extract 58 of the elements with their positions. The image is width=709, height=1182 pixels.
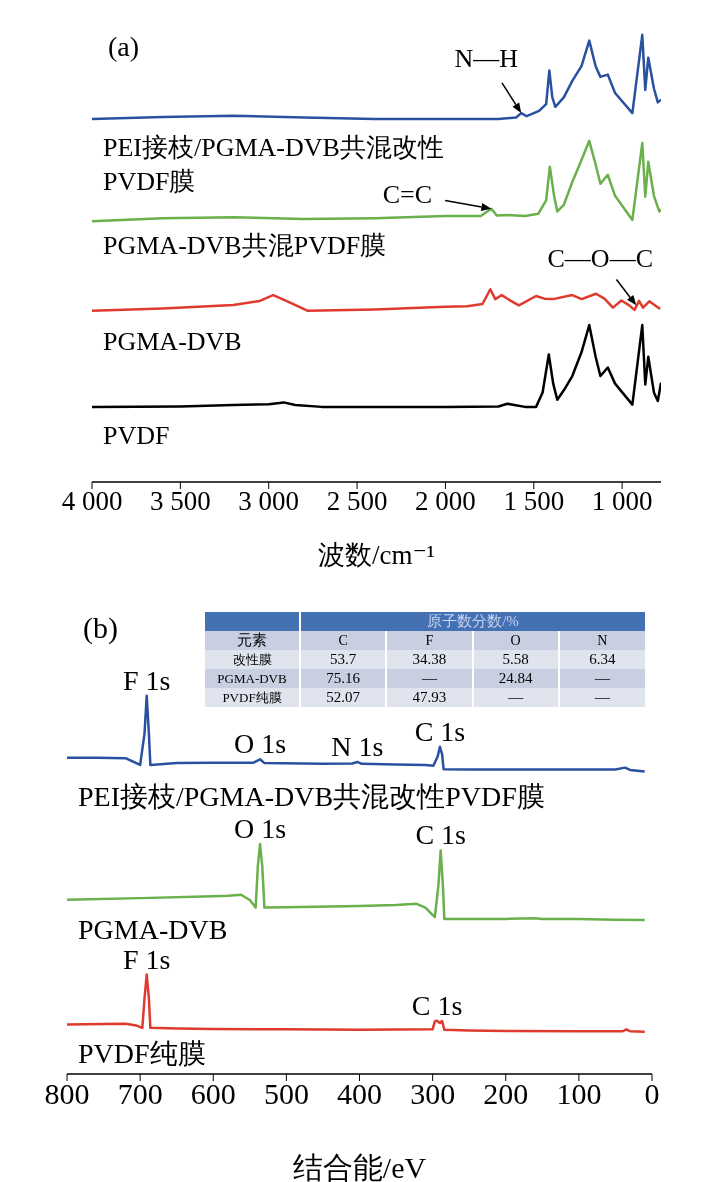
x-tick-label: 3 500: [149, 486, 211, 517]
x-tick-label: 200: [483, 1077, 529, 1111]
x-tick-label: 0: [644, 1077, 660, 1111]
annotation: O 1s: [233, 813, 287, 845]
series-label: PVDF: [103, 419, 171, 452]
series-label: PGMA-DVB: [78, 913, 229, 945]
x-tick-label: 3 000: [238, 486, 300, 517]
chart-title: (b): [83, 611, 118, 645]
x-tick-label: 1 000: [591, 486, 653, 517]
category-label: 改性膜: [232, 652, 272, 667]
annotation: C—O—C: [547, 244, 653, 274]
text: 6.34: [589, 651, 616, 667]
text: 24.84: [498, 670, 533, 686]
x-tick-label: 100: [556, 1077, 602, 1111]
x-tick-label: 4 000: [61, 486, 123, 517]
x-tick-label: 300: [410, 1077, 456, 1111]
text: —: [594, 689, 610, 705]
annotation: O 1s: [233, 728, 287, 760]
annotation: C 1s: [414, 715, 466, 747]
text: 5.58: [502, 651, 529, 667]
x-tick-label: 500: [263, 1077, 309, 1111]
annotation: F 1s: [122, 664, 171, 696]
category-label: N: [558, 631, 645, 650]
annotation: N 1s: [331, 730, 384, 762]
x-axis-title: 波数/cm⁻¹: [318, 540, 435, 570]
x-tick-label: 2 000: [415, 486, 476, 517]
x-axis-title: 结合能/eV: [292, 1151, 427, 1182]
x-tick-label: 400: [337, 1077, 382, 1111]
series-label: PVDF纯膜: [78, 1038, 207, 1070]
x-tick-label: 2 500: [326, 486, 388, 517]
text: —: [508, 689, 524, 705]
category-label: PVDF纯膜: [222, 690, 282, 705]
text: 52.07: [326, 689, 360, 705]
x-tick-label: 600: [190, 1077, 236, 1111]
text: 75.16: [326, 670, 360, 686]
category-label: PGMA-DVB: [217, 671, 287, 686]
x-tick-label: 800: [44, 1077, 90, 1111]
x-tick-label: 1 500: [503, 486, 565, 517]
text: 原子数分数/%: [300, 612, 645, 631]
series-label: PGMA-DVB: [103, 325, 243, 358]
text: 47.93: [412, 689, 447, 705]
annotation: C=C: [382, 179, 433, 209]
category-label: O: [472, 631, 559, 650]
annotation: C 1s: [411, 989, 463, 1021]
chart-title: (a): [108, 31, 140, 63]
series-label: PEI接枝/PGMA-DVB共混改性PVDF膜: [78, 780, 546, 812]
text: 34.38: [412, 651, 447, 667]
annotation: C 1s: [415, 819, 466, 851]
category-label: F: [386, 631, 473, 650]
annotation: F 1s: [122, 943, 171, 975]
category-label: C: [300, 631, 387, 650]
text: 53.7: [330, 651, 357, 667]
text: 元素: [236, 631, 268, 650]
text: —: [594, 670, 610, 686]
annotation: N—H: [454, 44, 519, 74]
text: —: [421, 670, 437, 686]
series-label: PGMA-DVB共混PVDF膜: [103, 230, 388, 263]
x-tick-label: 700: [117, 1077, 163, 1111]
